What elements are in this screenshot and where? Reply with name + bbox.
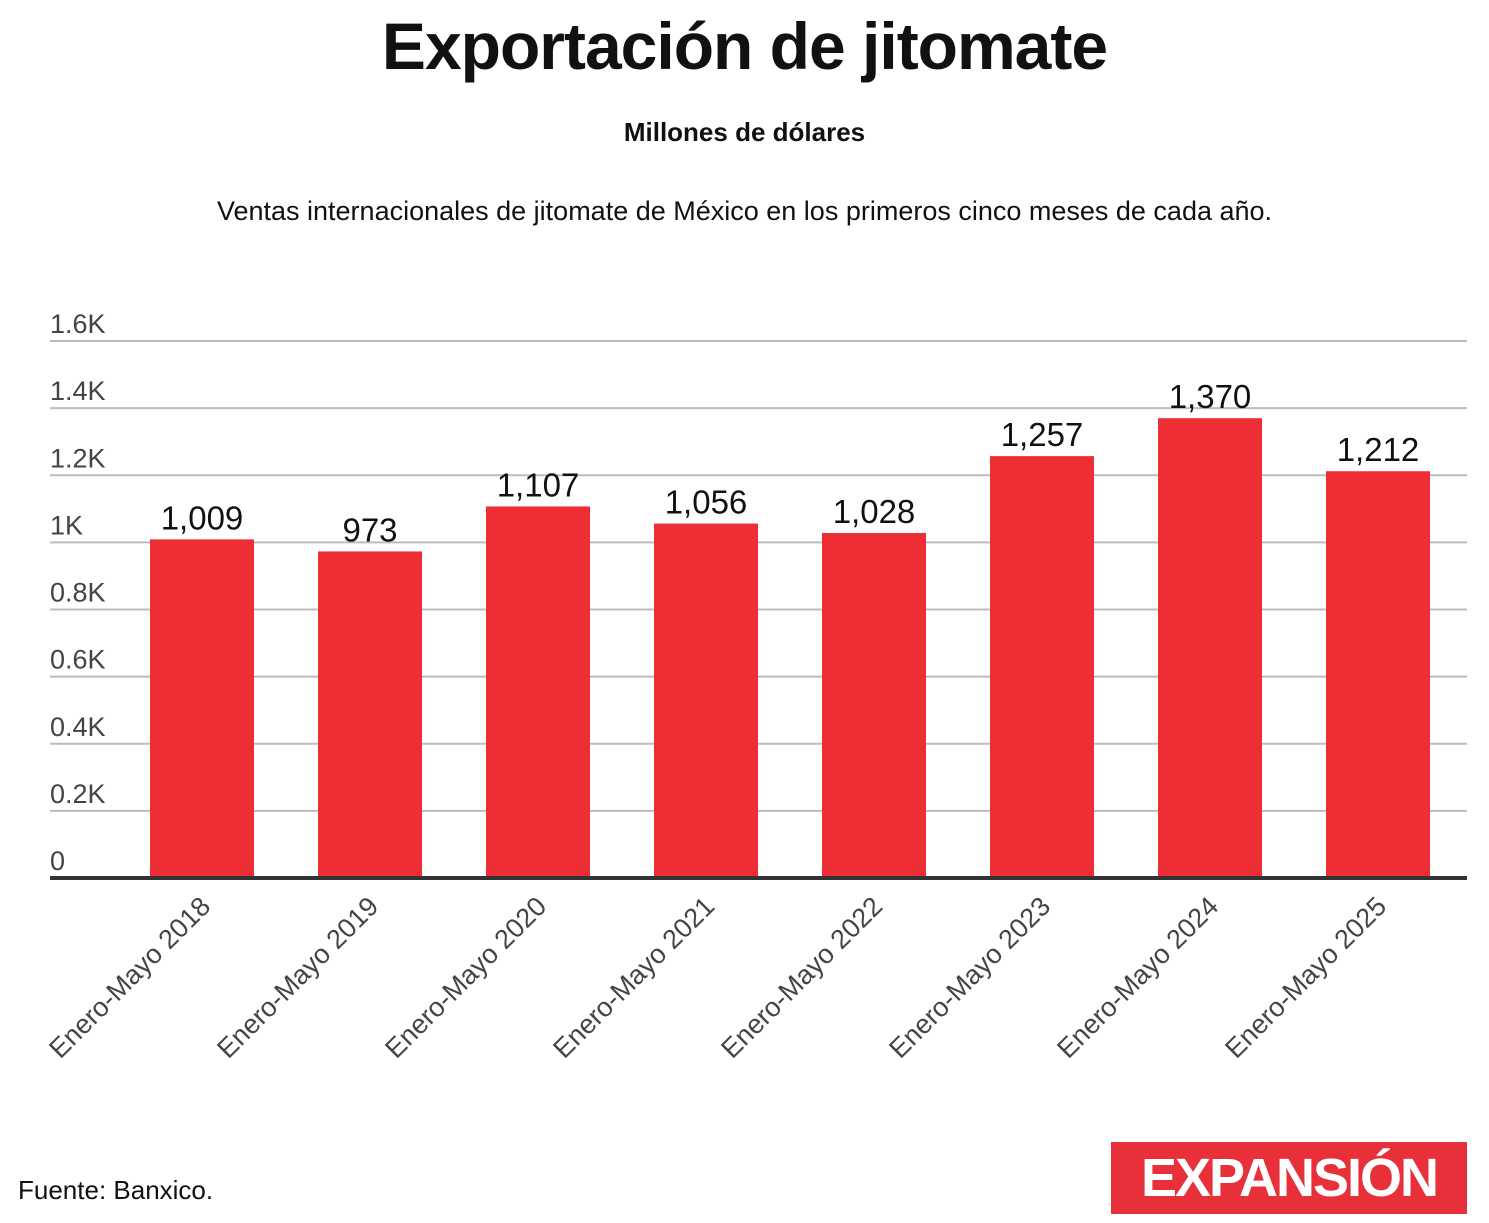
- bar: [822, 532, 926, 878]
- data-label: 1,107: [497, 466, 580, 503]
- x-tick-label: Enero-Mayo 2021: [547, 891, 720, 1064]
- y-tick-label: 0.6K: [50, 645, 106, 675]
- data-label: 1,257: [1001, 416, 1084, 453]
- data-label: 1,028: [833, 493, 916, 530]
- x-tick-label: Enero-Mayo 2018: [43, 891, 216, 1064]
- x-tick-label: Enero-Mayo 2019: [211, 891, 384, 1064]
- data-label: 1,370: [1169, 378, 1252, 415]
- expansion-logo: EXPANSIÓN: [1111, 1142, 1467, 1214]
- data-label: 1,212: [1337, 431, 1420, 468]
- bar: [318, 551, 422, 878]
- bar: [1158, 418, 1262, 878]
- x-tick-label: Enero-Mayo 2023: [883, 891, 1056, 1064]
- y-tick-label: 1K: [50, 510, 83, 540]
- y-tick-label: 0.4K: [50, 712, 106, 742]
- data-label: 973: [342, 511, 397, 548]
- chart-title: Exportación de jitomate: [381, 9, 1108, 83]
- y-tick-label: 0: [50, 846, 65, 876]
- bar: [486, 506, 590, 878]
- y-tick-label: 0.2K: [50, 779, 106, 809]
- chart-description: Ventas internacionales de jitomate de Mé…: [216, 196, 1273, 226]
- x-tick-label: Enero-Mayo 2020: [379, 891, 552, 1064]
- data-label: 1,009: [161, 499, 244, 536]
- y-tick-label: 1.4K: [50, 376, 106, 406]
- y-tick-label: 0.8K: [50, 578, 106, 608]
- data-label: 1,056: [665, 484, 748, 521]
- bar: [150, 539, 254, 878]
- bar: [654, 523, 758, 878]
- x-tick-label: Enero-Mayo 2022: [715, 891, 888, 1064]
- bar: [990, 456, 1094, 878]
- x-tick-label: Enero-Mayo 2025: [1219, 891, 1392, 1064]
- logo-text: EXPANSIÓN: [1140, 1148, 1439, 1208]
- y-tick-label: 1.6K: [50, 309, 106, 339]
- source-note: Fuente: Banxico.: [18, 1175, 214, 1205]
- chart-subtitle: Millones de dólares: [623, 117, 866, 147]
- y-tick-label: 1.2K: [50, 443, 106, 473]
- bar: [1326, 471, 1430, 878]
- x-tick-label: Enero-Mayo 2024: [1051, 891, 1224, 1064]
